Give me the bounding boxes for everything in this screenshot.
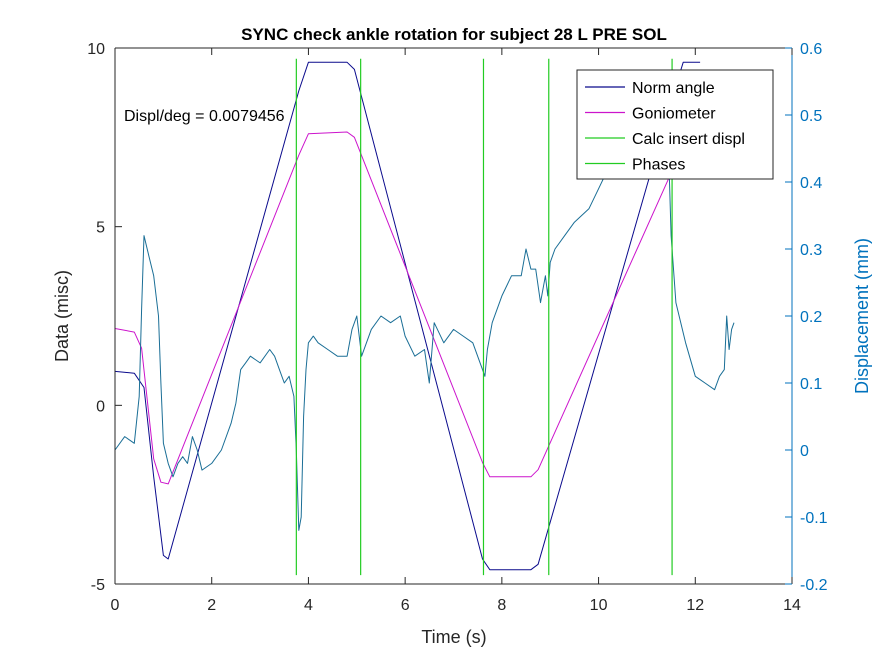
y-left-tick-label: 10 xyxy=(87,41,105,58)
y-right-tick-label: 0 xyxy=(800,443,809,460)
y-right-tick-label: -0.1 xyxy=(800,510,828,527)
legend-box xyxy=(576,69,774,180)
displ-per-deg-annotation: Displ/deg = 0.0079456 xyxy=(124,108,285,125)
legend-label-norm-angle: Norm angle xyxy=(632,80,715,97)
y-left-tick-label: -5 xyxy=(91,577,105,594)
y-right-tick-label: 0.3 xyxy=(800,242,822,259)
x-tick-label: 4 xyxy=(304,597,313,614)
chart-title: SYNC check ankle rotation for subject 28… xyxy=(241,25,667,44)
y-right-tick-label: 0.2 xyxy=(800,309,822,326)
legend-label-phases: Phases xyxy=(632,157,685,174)
y-right-tick-label: 0.5 xyxy=(800,108,822,125)
y-right-tick-label: 0.1 xyxy=(800,376,822,393)
series-layer xyxy=(114,58,735,576)
y-axis-right-label: Displacement (mm) xyxy=(852,238,872,394)
x-tick-label: 6 xyxy=(401,597,410,614)
series-norm-angle xyxy=(114,61,701,571)
legend-label-calc-insert-displ: Calc insert displ xyxy=(632,131,745,148)
x-tick-label: 12 xyxy=(686,597,704,614)
y-right-tick-label: -0.2 xyxy=(800,577,828,594)
x-axis-label: Time (s) xyxy=(421,627,486,647)
y-right-tick-label: 0.6 xyxy=(800,41,822,58)
series-goniometer xyxy=(114,131,672,485)
x-tick-label: 14 xyxy=(783,597,801,614)
y-left-tick-label: 5 xyxy=(96,220,105,237)
y-axis-left-label: Data (misc) xyxy=(52,270,72,362)
x-tick-label: 8 xyxy=(497,597,506,614)
x-tick-label: 10 xyxy=(590,597,608,614)
legend: Norm angle Goniometer Calc insert displ Pha… xyxy=(576,69,774,180)
x-tick-label: 0 xyxy=(111,597,120,614)
x-tick-label: 2 xyxy=(207,597,216,614)
axes-layer: 0 2 4 6 8 10 12 14 -5 0 5 10 -0.2 -0.1 0 0.1 0.2 0.3 0.4 0.… xyxy=(87,41,827,614)
y-right-tick-label: 0.4 xyxy=(800,175,822,192)
y-left-tick-label: 0 xyxy=(96,398,105,415)
legend-label-goniometer: Goniometer xyxy=(632,106,716,123)
